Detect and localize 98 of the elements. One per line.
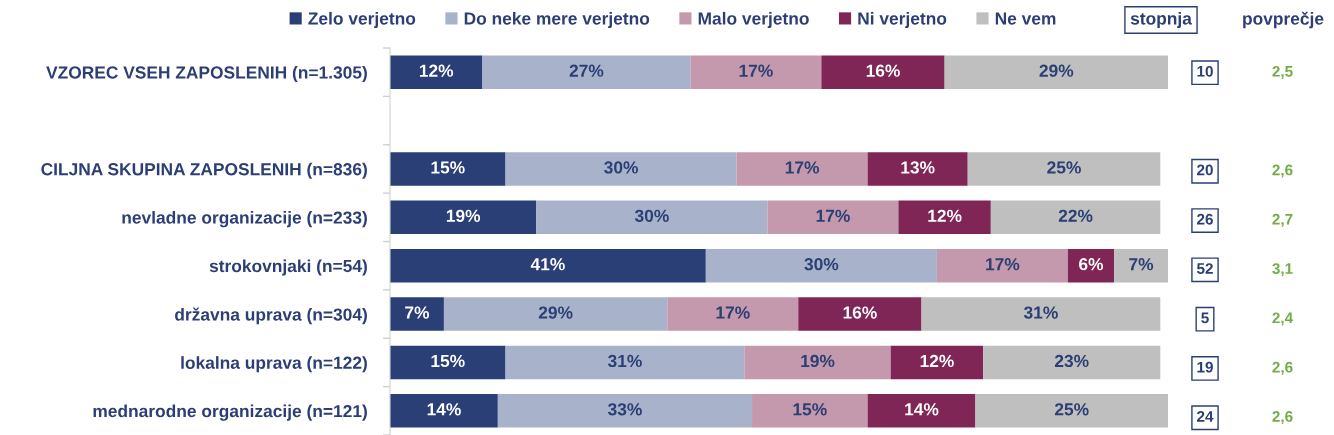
data-label: 33% [607,403,642,416]
data-label: 12% [928,209,962,222]
data-label: 16% [866,64,900,77]
data-label: 12% [419,64,454,77]
data-label: 24 [1197,411,1214,422]
data-label: 31% [607,354,642,368]
data-label: 17% [716,306,750,319]
data-label: 31% [1023,306,1058,319]
data-label: 41% [530,258,565,271]
bar [821,55,945,89]
bar [967,152,1161,186]
data-label: 19% [801,354,835,368]
bar [443,297,668,331]
data-label: 27% [569,64,604,77]
y-tick-label: VZOREC VSEH ZAPOSLENIH (n=1.305) [46,65,367,83]
data-label: 16% [843,306,877,319]
bar [744,345,891,380]
y-tick-label: mednarodne organizacije (n=121) [93,404,367,421]
data-label: 17% [739,64,773,77]
data-label: 29% [1039,64,1074,77]
data-label: 13% [901,161,935,174]
data-label: 10 [1197,65,1213,77]
bar [736,152,868,186]
bar [390,394,498,428]
bar [390,249,706,283]
data-label: 29% [538,306,573,319]
bar [505,345,745,380]
data-label: 25% [1047,161,1081,174]
data-label: 17% [986,258,1020,271]
data-label: 26 [1197,213,1213,225]
data-label: 14% [427,403,461,416]
data-label: 30% [604,161,639,174]
text: povprečje [1243,11,1324,29]
y-tick-label: lokalna uprava (n=122) [181,356,367,373]
bar [667,297,799,331]
data-label: 7% [1129,258,1154,271]
data-label: 19% [446,209,481,222]
bar [921,297,1161,331]
data-label: 14% [905,403,939,416]
bar [798,297,922,331]
data-label: 15% [431,354,465,368]
bar [536,200,768,234]
bar [990,200,1161,234]
data-label: 17% [785,161,820,174]
text: stopnja [1130,11,1192,29]
bar [390,55,483,89]
bar [1114,249,1168,283]
y-tick-label: nevladne organizacije (n=233) [122,211,367,228]
data-label: 6% [1079,258,1104,271]
bar [1067,249,1115,283]
data-label: 22% [1058,209,1093,222]
data-label: 2,7 [1272,213,1293,227]
data-label: 30% [634,209,669,222]
bar [983,345,1161,380]
data-label: 20 [1197,164,1213,176]
data-label: 12% [920,354,954,368]
bar [936,249,1068,283]
bar [975,394,1168,428]
legend-label: Ne vem [995,12,1056,25]
bar [705,249,937,283]
data-label: 23% [1054,354,1089,368]
data-label: 25% [1054,403,1089,416]
legend-label: Zelo verjetno [308,11,416,29]
data-label: 15% [431,161,465,174]
y-tick-label: CILJNA SKUPINA ZAPOSLENIH (n=836) [41,162,367,179]
bar [890,345,984,380]
data-label: 15% [793,403,827,416]
bar [767,200,899,234]
bar [482,55,691,89]
bar [390,152,506,186]
bar [390,200,537,234]
data-label: 19 [1197,361,1213,373]
bar [497,394,753,428]
data-label: 2,6 [1272,411,1293,425]
data-label: 2,6 [1272,164,1293,178]
y-tick-label: strokovnjaki (n=54) [209,259,367,276]
data-label: 17% [816,209,850,222]
legend-label: Ni verjetno [858,11,947,29]
bar [690,55,822,89]
bar [898,200,991,234]
bar [867,394,976,428]
data-label: 3,1 [1272,263,1293,277]
bar [944,55,1168,89]
data-label: 2,5 [1272,65,1293,79]
bar [505,152,737,186]
data-label: 2,6 [1272,361,1293,375]
bar [867,152,968,186]
legend-label: Malo verjetno [698,11,809,29]
data-label: 52 [1196,263,1213,274]
data-label: 2,4 [1272,312,1294,326]
legend-label: Do neke mere verjetno [464,11,650,29]
data-label: 7% [405,306,430,319]
bar [390,297,444,331]
data-label: 30% [804,258,839,271]
bar [390,345,506,380]
y-tick-label: državna uprava (n=304) [175,307,367,325]
bar [752,394,868,428]
data-label: 5 [1201,312,1209,324]
